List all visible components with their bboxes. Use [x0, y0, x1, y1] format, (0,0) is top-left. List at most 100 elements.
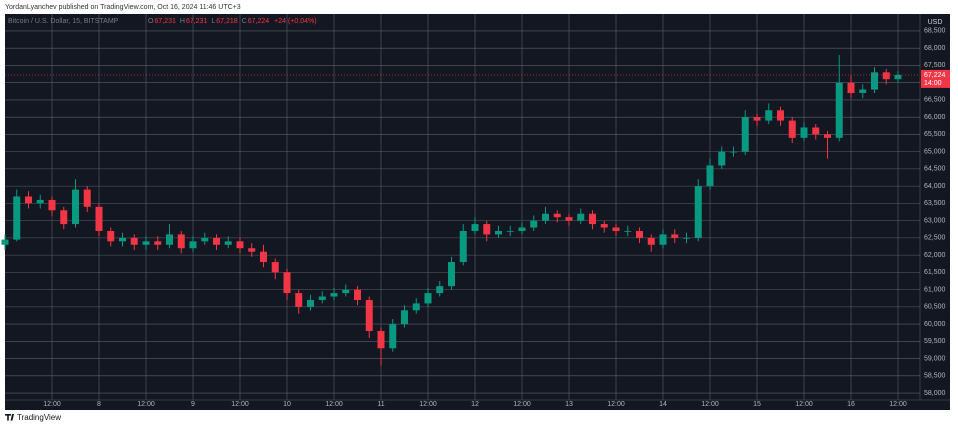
candle-body — [589, 213, 596, 225]
candle-body — [1, 239, 9, 245]
candle-body — [894, 74, 902, 80]
symbol-title: Bitcoin / U.S. Dollar, 15, BITSTAMP — [8, 18, 119, 25]
candle-body — [542, 213, 549, 221]
logo-text: TradingView — [17, 413, 61, 422]
y-tick-label: 66,500 — [924, 97, 946, 104]
candle-body — [119, 237, 126, 242]
y-tick-label: 68,500 — [924, 28, 946, 35]
y-tick-label: 65,500 — [924, 131, 946, 138]
y-tick-label: 59,500 — [924, 338, 946, 345]
y-tick-label: 59,000 — [924, 355, 946, 362]
x-tick-label: 12:00 — [325, 401, 343, 408]
y-tick-label: 61,500 — [924, 269, 946, 276]
y-tick-label: 67,500 — [924, 62, 946, 69]
y-tick-label: 65,000 — [924, 148, 946, 155]
y-tick-label: 64,500 — [924, 166, 946, 173]
x-tick-label: 12:00 — [795, 401, 813, 408]
last-price-box — [921, 69, 950, 88]
candle-body — [694, 186, 702, 238]
x-tick-label: 12:00 — [419, 401, 437, 408]
candle-body — [824, 134, 831, 138]
candle-body — [506, 230, 514, 232]
y-tick-label: 64,000 — [924, 183, 946, 190]
logo-icon — [5, 414, 14, 421]
candle-body — [871, 72, 878, 90]
candle-body — [882, 72, 890, 80]
y-tick-label: 68,000 — [924, 45, 946, 52]
legend-value: 67,218 — [216, 18, 238, 25]
candle-body — [483, 224, 491, 235]
candle-body — [424, 293, 432, 304]
currency-label: USD — [928, 19, 943, 26]
y-tick-label: 62,500 — [924, 235, 946, 242]
candle-body — [25, 196, 32, 204]
last-price-label: 67,224 — [924, 72, 946, 79]
candle-body — [683, 237, 690, 239]
candle-body — [166, 234, 173, 245]
y-tick-label: 60,000 — [924, 321, 946, 328]
x-tick-label: 12 — [471, 401, 479, 408]
candle-body — [60, 210, 68, 225]
candle-body — [236, 241, 244, 249]
candle-body — [448, 262, 455, 287]
legend-key: C — [242, 18, 247, 25]
candle-body — [72, 189, 79, 225]
candle-body — [260, 251, 267, 263]
x-tick-label: 12:00 — [231, 401, 249, 408]
legend-key: O — [148, 18, 154, 25]
candle-body — [142, 241, 150, 245]
candle-body — [753, 117, 761, 121]
candle-body — [812, 127, 820, 135]
candle-body — [859, 89, 867, 93]
x-tick-label: 12:00 — [513, 401, 531, 408]
candle-body — [295, 293, 303, 307]
legend-key: H — [180, 18, 185, 25]
x-tick-label: 11 — [377, 401, 384, 408]
candle-body — [600, 224, 608, 228]
candle-body — [342, 289, 350, 294]
candle-body — [741, 117, 749, 152]
candle-body — [365, 299, 373, 332]
candle-body — [130, 237, 138, 245]
x-tick-label: 14 — [659, 401, 667, 408]
candle-body — [612, 227, 620, 231]
y-tick-label: 58,500 — [924, 373, 946, 380]
x-tick-label: 15 — [753, 401, 761, 408]
candle-body — [201, 237, 209, 242]
candle-body — [800, 127, 808, 138]
candle-body — [671, 234, 679, 238]
candle-body — [471, 224, 479, 231]
x-tick-label: 12:00 — [701, 401, 719, 408]
candles — [1, 55, 902, 366]
legend-value: 67,231 — [154, 18, 176, 25]
y-tick-label: 66,000 — [924, 114, 946, 121]
x-tick-label: 12:00 — [889, 401, 907, 408]
candle-body — [389, 324, 397, 349]
candle-body — [177, 234, 185, 249]
candle-body — [248, 248, 256, 252]
candle-body — [354, 289, 361, 300]
candle-body — [495, 230, 502, 235]
legend-key: L — [211, 18, 215, 25]
candle-body — [835, 82, 843, 138]
x-tick-label: 12:00 — [607, 401, 625, 408]
candle-body — [213, 237, 220, 245]
candle-body — [307, 299, 314, 307]
candle-body — [224, 241, 232, 245]
candle-body — [401, 310, 408, 325]
candle-body — [847, 82, 855, 93]
countdown-label: 14:00 — [924, 80, 942, 87]
candle-body — [659, 234, 667, 245]
x-tick-label: 16 — [847, 401, 855, 408]
candle-body — [553, 213, 561, 218]
x-tick-label: 10 — [283, 401, 291, 408]
candle-body — [36, 199, 44, 204]
candle-body — [377, 331, 385, 349]
candle-body — [330, 293, 338, 297]
candle-body — [95, 206, 103, 231]
candle-body — [459, 230, 467, 263]
candle-body — [48, 199, 56, 211]
candle-body — [530, 220, 538, 228]
candle-body — [318, 296, 326, 300]
